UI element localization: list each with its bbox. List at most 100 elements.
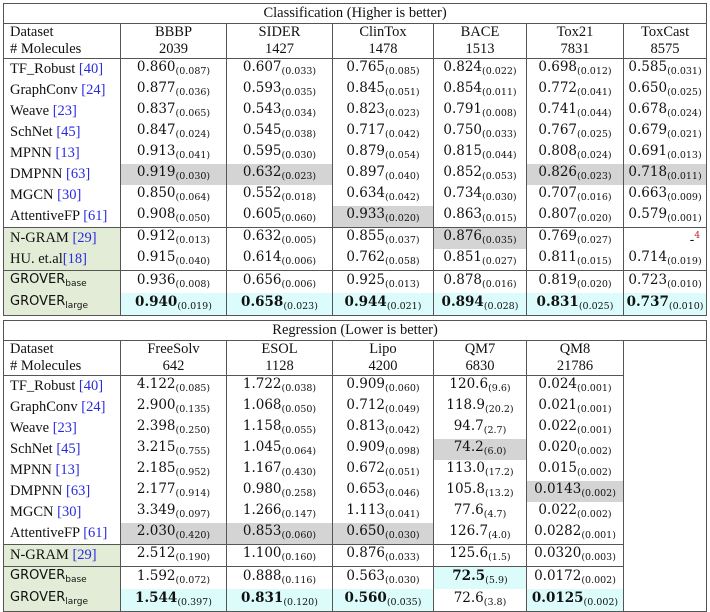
method-name: DMPNN [63] bbox=[3, 164, 121, 185]
citation-link[interactable]: [45] bbox=[56, 124, 81, 140]
citation-link[interactable]: [13] bbox=[55, 145, 80, 161]
result-cell: 0.718(0.011) bbox=[623, 164, 708, 185]
metric-std: (0.023) bbox=[281, 171, 317, 182]
metric-mean: 0.826 bbox=[538, 164, 578, 180]
citation-link[interactable]: [24] bbox=[81, 399, 106, 415]
result-cell: 0.826(0.023) bbox=[526, 164, 624, 185]
method-name: TF_Robust [40] bbox=[3, 375, 121, 397]
citation-link[interactable]: [40] bbox=[78, 378, 104, 394]
metric-mean: 0.815 bbox=[443, 143, 483, 159]
result-cell: 0.854(0.011) bbox=[433, 80, 527, 101]
metric-mean: 0.908 bbox=[136, 206, 176, 222]
result-cell: 0.852(0.053) bbox=[433, 164, 527, 185]
metric-mean: 0.543 bbox=[242, 101, 282, 117]
result-cell: 0.022(0.002) bbox=[526, 502, 624, 523]
citation-link[interactable]: [30] bbox=[57, 187, 82, 203]
table-row: N-GRAM [29] 0.912(0.013) 0.632(0.005) 0.855… bbox=[3, 227, 708, 249]
metric-mean: 2.030 bbox=[136, 523, 176, 539]
dataset-header: ToxCast bbox=[640, 24, 690, 40]
citation-link[interactable]: [23] bbox=[52, 420, 77, 436]
metric-mean: 0.737 bbox=[626, 293, 669, 310]
molecule-count: 1128 bbox=[226, 358, 333, 376]
citation-link[interactable]: [40] bbox=[78, 61, 104, 77]
citation-link[interactable]: [23] bbox=[52, 103, 77, 119]
metric-std: (0.160) bbox=[281, 552, 317, 563]
citation-link[interactable]: [61] bbox=[83, 208, 108, 224]
result-cell: 113.0(17.2) bbox=[433, 460, 527, 481]
citation-link[interactable]: [61] bbox=[83, 525, 108, 541]
metric-mean: 0.894 bbox=[441, 293, 484, 310]
table-row: TF_Robust [40] 4.122(0.085) 1.722(0.038) 0.… bbox=[3, 375, 707, 397]
missing-value: - bbox=[689, 232, 695, 248]
metric-mean: 0.650 bbox=[628, 80, 668, 96]
molecule-count: 2039 bbox=[120, 41, 227, 59]
metric-mean: 0.897 bbox=[346, 164, 386, 180]
metric-std: (0.430) bbox=[281, 467, 317, 478]
metric-mean: 0.015 bbox=[538, 460, 578, 476]
citation-link[interactable]: [29] bbox=[72, 230, 97, 246]
metric-mean: 0.656 bbox=[242, 271, 282, 288]
method-name: TF_Robust [40] bbox=[3, 58, 121, 80]
citation-link[interactable]: [45] bbox=[56, 441, 81, 457]
citation-link[interactable]: [13] bbox=[55, 462, 80, 478]
metric-mean: 0.698 bbox=[538, 59, 578, 75]
method-name: GraphConv [24] bbox=[3, 80, 121, 101]
metric-std: (0.044) bbox=[577, 108, 612, 119]
dataset-label: Dataset bbox=[3, 23, 121, 41]
result-cell: 0.769(0.027) bbox=[526, 227, 624, 249]
result-cell: 0.909(0.098) bbox=[332, 439, 434, 460]
table-row: AttentiveFP [61] 0.908(0.050) 0.605(0.060)… bbox=[3, 206, 708, 228]
result-cell: 0.015(0.002) bbox=[526, 460, 624, 481]
metric-mean: 2.512 bbox=[136, 545, 176, 562]
metric-std: (0.008) bbox=[482, 108, 517, 119]
result-cell: 0.933(0.020) bbox=[332, 206, 434, 228]
citation-link[interactable]: [63] bbox=[66, 166, 91, 182]
metric-std: (0.001) bbox=[577, 383, 612, 394]
result-cell: 1.113(0.041) bbox=[332, 502, 434, 523]
method-label: Weave bbox=[10, 103, 53, 119]
metric-mean: 0.741 bbox=[538, 101, 578, 117]
metric-std: (0.060) bbox=[385, 383, 420, 394]
method-name: DMPNN [63] bbox=[3, 481, 121, 502]
result-cell: 120.6(9.6) bbox=[433, 375, 527, 397]
citation-link[interactable]: [30] bbox=[57, 504, 82, 520]
metric-mean: 1.045 bbox=[242, 439, 282, 455]
metric-mean: 0.767 bbox=[538, 122, 578, 138]
metric-std: (0.058) bbox=[385, 256, 420, 267]
method-variant: base bbox=[65, 279, 87, 289]
result-cell: 72.5(5.9) bbox=[433, 566, 527, 589]
metric-std: (0.038) bbox=[281, 129, 317, 140]
dataset-header: ClinTox bbox=[332, 23, 434, 41]
table-row: GROVERlarge 1.544(0.397) 0.831(0.120) 0.560… bbox=[3, 589, 707, 612]
table-row: MPNN [13] 0.913(0.041) 0.595(0.030) 0.879(0… bbox=[3, 143, 708, 164]
method-label: GraphConv bbox=[10, 399, 82, 415]
molecule-count: 8575 bbox=[623, 41, 707, 59]
metric-std: (0.028) bbox=[483, 300, 519, 312]
metric-std: (0.064) bbox=[175, 192, 211, 203]
citation-link[interactable]: [18] bbox=[62, 251, 87, 267]
metric-mean: 0.863 bbox=[443, 206, 483, 222]
dataset-header: QM8 bbox=[526, 340, 624, 358]
method-label: MPNN bbox=[10, 462, 56, 478]
metric-std: (0.033) bbox=[385, 552, 420, 563]
metric-std: (0.012) bbox=[577, 66, 612, 77]
metric-std: (0.040) bbox=[385, 171, 420, 182]
result-cell: 0.543(0.034) bbox=[226, 101, 333, 122]
regression-body: TF_Robust [40] 4.122(0.085) 1.722(0.038) 0.… bbox=[3, 375, 707, 612]
metric-mean: 0.919 bbox=[136, 164, 176, 180]
metric-std: (0.098) bbox=[385, 446, 420, 457]
result-cell: 0.593(0.035) bbox=[226, 80, 333, 101]
metric-std: (0.002) bbox=[583, 596, 619, 608]
dataset-header: BACE bbox=[433, 23, 527, 41]
metric-mean: 0.852 bbox=[443, 164, 483, 180]
result-cell: 0.940(0.019) bbox=[120, 293, 227, 316]
metric-std: (0.003) bbox=[581, 552, 616, 563]
citation-link[interactable]: [63] bbox=[66, 483, 91, 499]
metric-std: (20.2) bbox=[485, 404, 514, 415]
citation-link[interactable]: [29] bbox=[72, 547, 97, 563]
citation-link[interactable]: [24] bbox=[81, 82, 106, 98]
result-cell: 0.909(0.060) bbox=[332, 375, 434, 397]
metric-std: (0.020) bbox=[385, 213, 420, 224]
result-cell: 0.712(0.049) bbox=[332, 397, 434, 418]
metric-mean: 74.2 bbox=[453, 439, 484, 455]
